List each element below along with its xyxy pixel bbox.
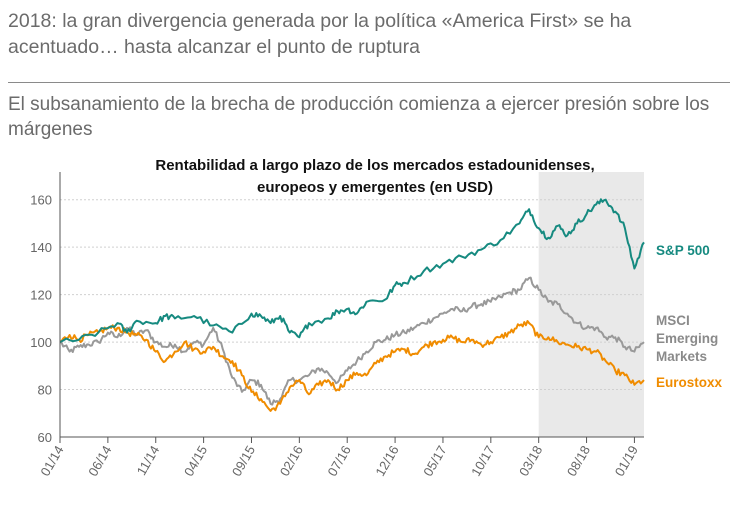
x-tick-label: 11/14 [134, 443, 163, 478]
x-tick-label: 12/16 [372, 443, 401, 479]
x-tick-label: 07/16 [325, 443, 354, 479]
legend-label-eurostoxx: Eurostoxx [656, 375, 723, 390]
subtitle: El subsanamiento de la brecha de producc… [8, 94, 710, 140]
legend-label-s-p-500: S&P 500 [656, 243, 710, 258]
chart-title-line-2: europeos y emergentes (en USD) [257, 179, 493, 196]
y-tick-label: 100 [30, 335, 52, 350]
x-tick-label: 01/14 [37, 443, 66, 479]
series-line-eurostoxx [59, 320, 645, 412]
y-tick-label: 60 [38, 430, 52, 445]
x-tick-label: 05/17 [420, 443, 449, 479]
x-tick-label: 06/14 [85, 443, 114, 479]
x-tick-label: 03/18 [516, 443, 545, 479]
legend-label-msci-emerging-markets: MSCI [656, 313, 690, 328]
x-tick-label: 01/19 [612, 443, 641, 479]
x-tick-label: 04/15 [181, 443, 210, 479]
legend-label-msci-emerging-markets: Markets [656, 349, 707, 364]
x-tick-label: 08/18 [564, 443, 593, 479]
x-tick-label: 09/15 [229, 443, 258, 479]
y-tick-label: 80 [38, 383, 52, 398]
shaded-period [538, 172, 644, 437]
y-tick-label: 140 [30, 240, 52, 255]
x-tick-label: 10/17 [468, 443, 497, 479]
legend: S&P 500 MSCI Emerging Markets Eurostoxx [656, 243, 723, 390]
chart-title-line-1: Rentabilidad a largo plazo de los mercad… [155, 157, 594, 174]
series-layer [59, 198, 645, 412]
series-line-s-p-500 [59, 198, 645, 343]
y-tick-label: 160 [30, 193, 52, 208]
headline: 2018: la gran divergencia generada por l… [8, 10, 632, 58]
y-tick-label: 120 [30, 288, 52, 303]
divider [8, 82, 730, 83]
legend-label-msci-emerging-markets: Emerging [656, 331, 718, 346]
x-tick-label: 02/16 [277, 443, 306, 479]
series-line-msci-emerging-markets [59, 276, 645, 406]
